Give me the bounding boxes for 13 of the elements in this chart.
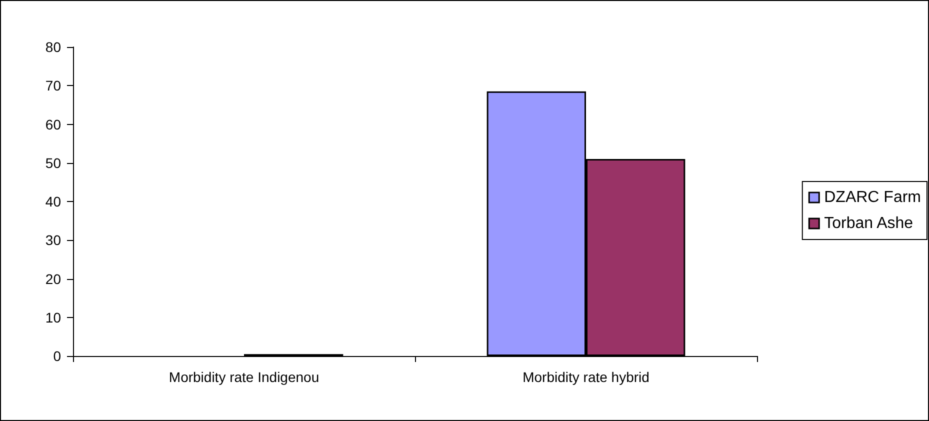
legend-label: DZARC Farm xyxy=(824,189,922,206)
y-tick-label: 60 xyxy=(45,116,62,132)
y-tick-label: 10 xyxy=(45,309,62,326)
y-tick-label: 20 xyxy=(45,270,62,287)
y-tick-label: 30 xyxy=(45,232,62,248)
y-tick-label: 70 xyxy=(45,78,62,94)
legend-label: Torban Ashe xyxy=(824,215,914,232)
x-tick-label: Morbidity rate hybrid xyxy=(522,369,650,385)
x-tick-label: Morbidity rate Indigenou xyxy=(168,369,320,385)
y-tick-label: 0 xyxy=(53,348,62,364)
y-tick-label: 80 xyxy=(45,39,62,55)
y-tick-label: 40 xyxy=(45,194,62,210)
y-tick-label: 50 xyxy=(45,154,62,171)
